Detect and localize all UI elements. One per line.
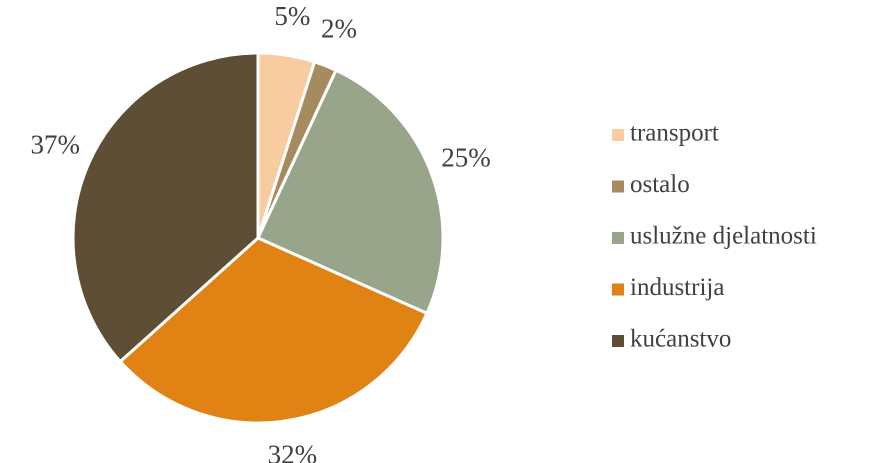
data-label: 2% [321,13,357,43]
data-label: 25% [441,142,491,172]
data-label: 5% [274,1,310,31]
data-label: 37% [31,130,81,160]
legend-swatch [612,335,624,347]
pie-slice [255,68,445,316]
legend-swatch [612,283,624,296]
legend-label: transport [630,120,719,147]
pie-slice [118,236,429,425]
data-label: 32% [268,440,318,463]
legend-label: ostalo [630,171,690,198]
legend-label: industrija [630,274,724,301]
legend-label: uslužne djelatnosti [630,223,817,250]
pie-slice [71,51,260,364]
legend-swatch [612,232,624,244]
legend-swatch [612,129,624,141]
legend-label: kućanstvo [630,326,731,353]
legend-swatch [612,180,624,193]
